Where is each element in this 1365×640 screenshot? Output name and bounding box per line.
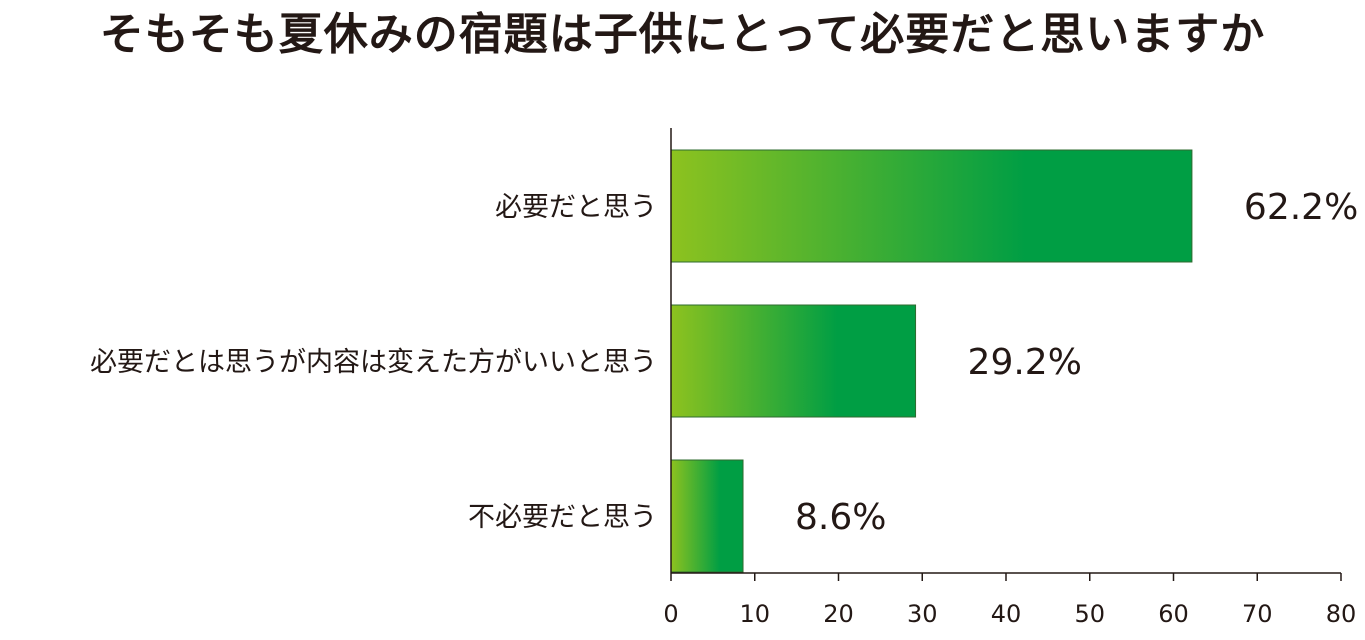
x-tick-label-30: 30 [907, 600, 938, 628]
bars-group: 必要だと思う 62.2% 必要だとは思うが内容は変えた方がいいと思う 29.2% 不必要… [90, 149, 1358, 573]
bar-1 [670, 149, 1193, 263]
value-label-2: 29.2% [968, 342, 1082, 383]
category-label-1: 必要だと思う [495, 192, 657, 223]
category-label-3: 不必要だと思う [468, 502, 657, 533]
x-tick-label-20: 20 [823, 600, 854, 628]
x-tick-label-10: 10 [739, 600, 770, 628]
x-tick-label-50: 50 [1074, 600, 1105, 628]
bar-3 [670, 459, 744, 573]
value-label-1: 62.2% [1244, 187, 1358, 228]
category-label-2: 必要だとは思うが内容は変えた方がいいと思う [90, 347, 657, 378]
x-axis: 0 10 20 30 40 50 60 70 80 [663, 128, 1356, 628]
x-tick-label-0: 0 [663, 600, 678, 628]
x-tick-label-70: 70 [1242, 600, 1273, 628]
x-tick-label-40: 40 [991, 600, 1022, 628]
x-tick-label-60: 60 [1158, 600, 1189, 628]
value-label-3: 8.6% [795, 497, 886, 538]
chart-title: そもそも夏休みの宿題は子供にとって必要だと思いますか [99, 9, 1266, 60]
bar-2 [670, 304, 917, 418]
x-tick-label-80: 80 [1326, 600, 1357, 628]
